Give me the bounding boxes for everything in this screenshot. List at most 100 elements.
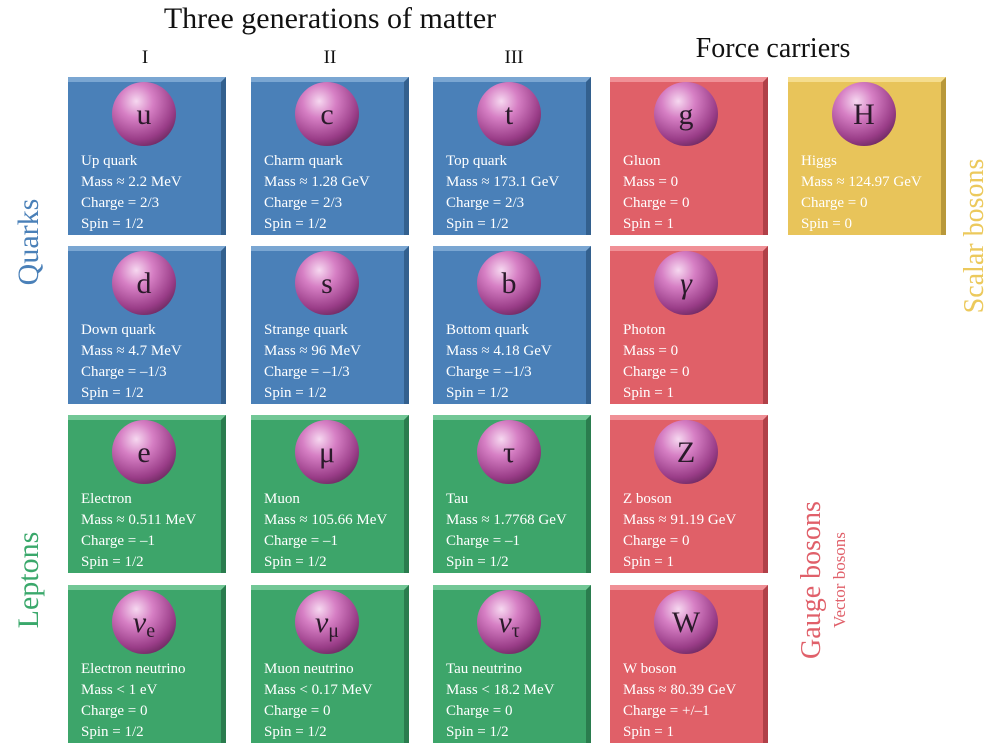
particle-sphere (295, 251, 359, 315)
particle-symbol: τ (503, 436, 515, 469)
particle-name: Tau (446, 491, 469, 507)
particle-sphere (112, 251, 176, 315)
symbol: ν (498, 606, 512, 639)
particle-charge: Charge = 0 (446, 703, 513, 719)
particle-mass: Mass ≈ 4.7 MeV (81, 343, 182, 359)
symbol: Z (677, 436, 695, 469)
particle-mass: Mass < 18.2 MeV (446, 682, 555, 698)
symbol: W (672, 606, 701, 639)
generation-label: I (142, 47, 148, 68)
particle-sphere (112, 82, 176, 146)
particle-name: Gluon (623, 153, 661, 169)
particle-spin: Spin = 1/2 (446, 385, 509, 401)
particle-card: γ Photon Mass = 0 Charge = 0 Spin = 1 (610, 246, 768, 404)
particle-symbol: νe (133, 606, 155, 642)
particle-symbol: e (137, 436, 150, 469)
scalar-label: Scalar bosons (959, 159, 987, 314)
particle-card: ντ Tau neutrino Mass < 18.2 MeV Charge = 0 S… (433, 585, 591, 743)
symbol-subscript: e (146, 620, 155, 642)
particle-name: Photon (623, 322, 666, 338)
card-bevel-top (251, 246, 409, 251)
particle-mass: Mass ≈ 2.2 MeV (81, 174, 182, 190)
particle-card: H Higgs Mass ≈ 124.97 GeV Charge = 0 Spin = … (788, 77, 946, 235)
particle-spin: Spin = 1/2 (446, 724, 509, 740)
title: Three generations of matter (164, 2, 496, 35)
card-bevel-top (251, 77, 409, 82)
card-bevel-right (586, 585, 591, 743)
particle-sphere (477, 251, 541, 315)
particle-spin: Spin = 1/2 (446, 216, 509, 232)
particle-symbol: u (137, 98, 152, 131)
card-bevel-right (941, 77, 946, 235)
particle-name: Higgs (801, 153, 837, 169)
particle-sphere (477, 590, 541, 654)
particle-spin: Spin = 0 (801, 216, 852, 232)
particle-mass: Mass ≈ 105.66 MeV (264, 512, 387, 528)
particle-name: W boson (623, 661, 677, 677)
particle-mass: Mass < 1 eV (81, 682, 158, 698)
particle-card: νe Electron neutrino Mass < 1 eV Charge = 0… (68, 585, 226, 743)
particle-card: u Up quark Mass ≈ 2.2 MeV Charge = 2/3 Spin … (68, 77, 226, 235)
particle-sphere (295, 420, 359, 484)
particle-card: e Electron Mass ≈ 0.511 MeV Charge = –1 Spin… (68, 415, 226, 573)
card-bevel-top (788, 77, 946, 82)
card-bevel-right (404, 415, 409, 573)
particle-spin: Spin = 1/2 (81, 385, 144, 401)
symbol: γ (680, 267, 693, 300)
card-bevel-right (586, 415, 591, 573)
card-bevel-right (221, 246, 226, 404)
particle-spin: Spin = 1 (623, 724, 674, 740)
card-bevel-right (221, 415, 226, 573)
particle-sphere (832, 82, 896, 146)
particle-sphere (654, 420, 718, 484)
particle-card: s Strange quark Mass ≈ 96 MeV Charge = –1/3… (251, 246, 409, 404)
particle-name: Muon neutrino (264, 661, 354, 677)
particle-symbol: t (505, 98, 514, 131)
particle-card: Z Z boson Mass ≈ 91.19 GeV Charge = 0 Spin =… (610, 415, 768, 573)
particle-charge: Charge = 0 (623, 364, 690, 380)
particle-spin: Spin = 1/2 (264, 216, 327, 232)
particle-spin: Spin = 1/2 (81, 724, 144, 740)
particle-symbol: H (853, 98, 875, 131)
symbol: τ (503, 436, 515, 469)
particle-sphere (654, 251, 718, 315)
symbol: ν (315, 606, 329, 639)
particle-mass: Mass ≈ 80.39 GeV (623, 682, 736, 698)
symbol: u (137, 98, 152, 131)
particle-spin: Spin = 1/2 (264, 554, 327, 570)
particle-name: Top quark (446, 153, 508, 169)
particle-charge: Charge = –1 (81, 533, 155, 549)
card-bevel-right (404, 246, 409, 404)
particle-mass: Mass ≈ 173.1 GeV (446, 174, 559, 190)
particle-mass: Mass ≈ 1.7768 GeV (446, 512, 567, 528)
gauge-label: Gauge bosons (796, 501, 827, 659)
card-bevel-right (404, 77, 409, 235)
particle-name: Tau neutrino (446, 661, 522, 677)
card-bevel-right (221, 77, 226, 235)
card-bevel-top (433, 585, 591, 590)
particle-name: Charm quark (264, 153, 343, 169)
particle-symbol: s (321, 267, 333, 300)
particle-charge: Charge = –1/3 (264, 364, 350, 380)
card-bevel-top (251, 585, 409, 590)
card-bevel-top (68, 415, 226, 420)
symbol: e (137, 436, 150, 469)
symbol: ν (133, 606, 147, 639)
particle-symbol: b (502, 267, 517, 300)
particle-mass: Mass ≈ 4.18 GeV (446, 343, 552, 359)
particle-card: W W boson Mass ≈ 80.39 GeV Charge = +/–1 Spi… (610, 585, 768, 743)
particle-symbol: W (672, 606, 701, 639)
card-bevel-right (763, 585, 768, 743)
card-bevel-top (433, 246, 591, 251)
particle-sphere (112, 590, 176, 654)
particle-symbol: ντ (498, 606, 519, 642)
particle-name: Z boson (623, 491, 672, 507)
card-bevel-top (68, 77, 226, 82)
particle-card: c Charm quark Mass ≈ 1.28 GeV Charge = 2/3 S… (251, 77, 409, 235)
generation-label: II (324, 47, 337, 68)
particle-mass: Mass ≈ 124.97 GeV (801, 174, 922, 190)
particle-mass: Mass = 0 (623, 174, 678, 190)
particle-charge: Charge = 2/3 (81, 195, 159, 211)
card-bevel-top (433, 415, 591, 420)
particle-mass: Mass < 0.17 MeV (264, 682, 373, 698)
